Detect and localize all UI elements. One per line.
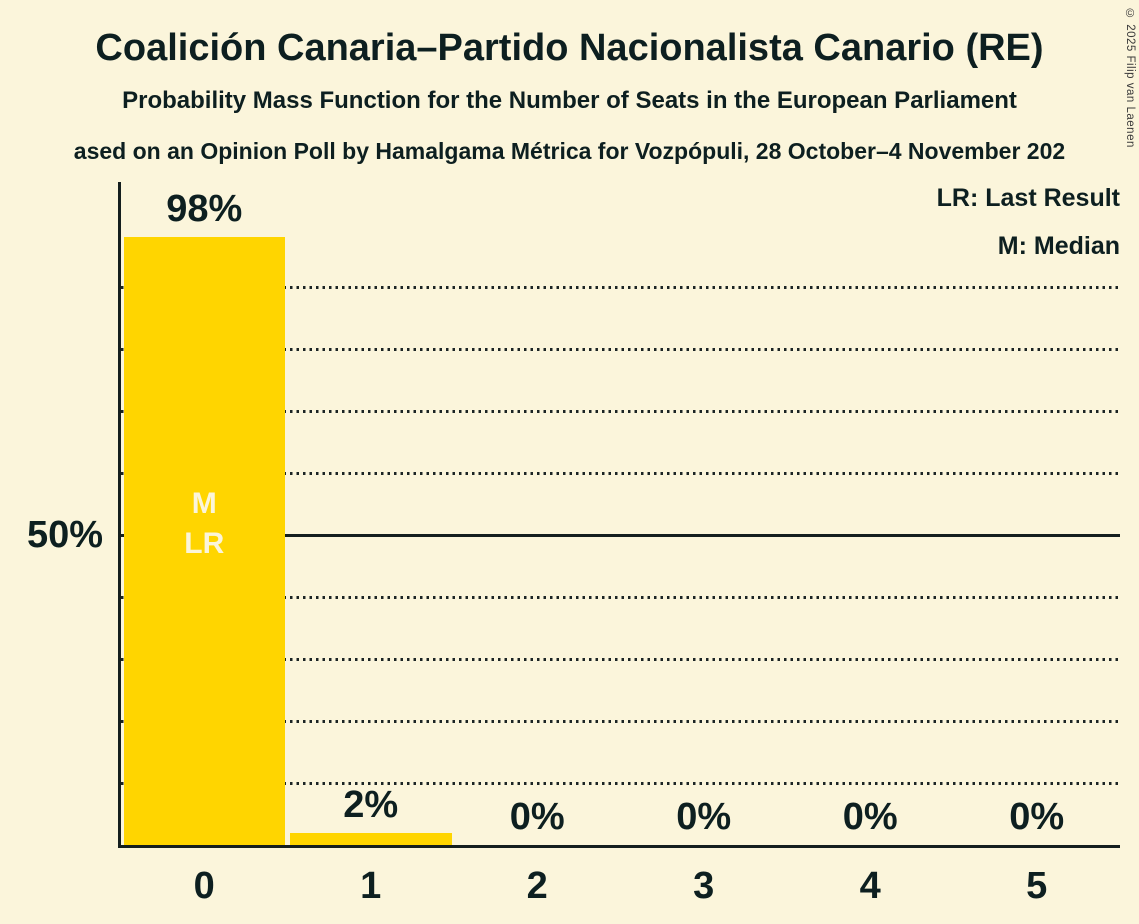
bar-value-label-1: 2%	[343, 783, 399, 826]
gridline-dotted-10pct	[121, 781, 1120, 785]
bar-seats-0	[123, 237, 285, 845]
bar-annotation-line-m: M	[191, 487, 217, 520]
legend-median: M: Median	[997, 232, 1120, 260]
gridline-dotted-90pct	[121, 285, 1120, 289]
bar-value-label-5: 0%	[1009, 796, 1065, 838]
bar-value-label-0: 98%	[166, 188, 243, 231]
x-tick-label-5: 5	[1026, 865, 1048, 907]
chart-source-line: ased on an Opinion Poll by Hamalgama Mét…	[73, 138, 1066, 164]
chart-legend: LR: Last Result M: Median	[937, 184, 1120, 280]
gridline-dotted-40pct	[121, 595, 1120, 599]
x-axis-labels: 0 1 2 3 4 5	[121, 864, 1120, 912]
bar-annotation-m-lr: M LR	[121, 484, 288, 564]
x-tick-label-1: 1	[360, 865, 382, 907]
x-tick-label-3: 3	[693, 865, 715, 907]
gridline-dotted-60pct	[121, 471, 1120, 475]
legend-last-result: LR: Last Result	[936, 184, 1120, 212]
bar-seats-1	[290, 832, 452, 845]
x-tick-label-4: 4	[859, 865, 881, 907]
chart-subtitle: Probability Mass Function for the Number…	[122, 87, 1017, 114]
plot-area: 98% 2% 0% 0% 0% 0% M LR	[118, 182, 1120, 848]
bar-annotation-line-lr: LR	[184, 527, 225, 560]
copyright-notice: © 2025 Filip van Laenen	[1124, 8, 1136, 148]
chart-title: Coalición Canaria–Partido Nacionalista C…	[95, 27, 1044, 69]
bar-value-label-2: 0%	[509, 796, 565, 838]
gridline-dotted-20pct	[121, 719, 1120, 723]
bar-value-label-4: 0%	[842, 796, 898, 838]
x-tick-label-2: 2	[526, 865, 548, 907]
gridline-solid-50pct	[121, 533, 1120, 537]
gridline-dotted-30pct	[121, 657, 1120, 661]
gridline-dotted-70pct	[121, 409, 1120, 413]
bar-value-label-3: 0%	[676, 796, 732, 838]
x-tick-label-0: 0	[193, 865, 215, 907]
y-axis-label-50pct: 50%	[26, 514, 103, 556]
gridline-dotted-80pct	[121, 347, 1120, 351]
